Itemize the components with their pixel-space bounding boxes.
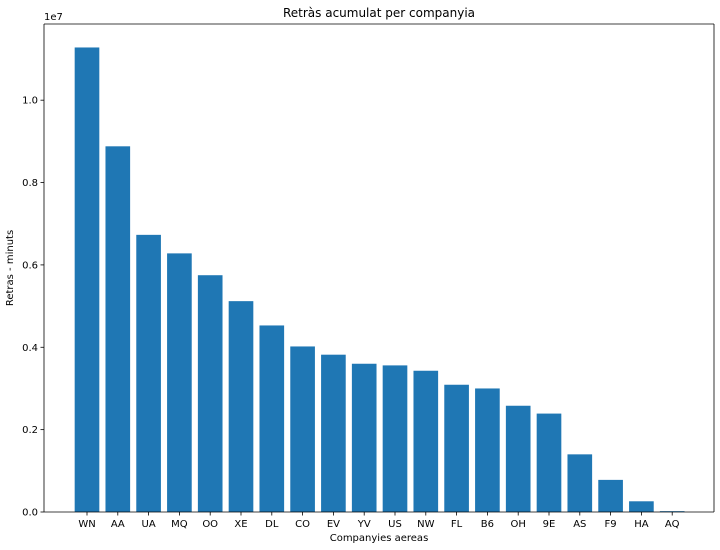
x-tick-label: HA xyxy=(634,519,649,530)
x-tick-label: OH xyxy=(511,519,526,530)
bar-B6 xyxy=(475,388,500,512)
x-tick-label: XE xyxy=(234,519,247,530)
y-axis-offset-label: 1e7 xyxy=(44,12,63,23)
bar-XE xyxy=(228,301,254,512)
bar-YV xyxy=(351,363,377,512)
x-tick-label: MQ xyxy=(171,519,188,530)
x-tick-label: DL xyxy=(265,519,279,530)
chart-title: Retràs acumulat per companyia xyxy=(283,6,475,20)
y-tick-label: 1.0 xyxy=(22,96,38,107)
x-tick-label: 9E xyxy=(543,519,556,530)
x-tick-label: F9 xyxy=(605,519,617,530)
y-tick-label: 0.0 xyxy=(22,508,38,519)
x-axis-label: Companyies aereas xyxy=(330,533,429,544)
bar-FL xyxy=(444,384,469,512)
x-tick-label: AS xyxy=(573,519,586,530)
x-tick-label: UA xyxy=(142,519,156,530)
bar-OO xyxy=(197,275,223,512)
x-tick-label: US xyxy=(388,519,402,530)
x-tick-label: NW xyxy=(417,519,434,530)
bar-US xyxy=(382,365,408,512)
x-tick-label: CO xyxy=(295,519,310,530)
bar-DL xyxy=(259,325,285,512)
bar-WN xyxy=(74,47,100,512)
x-tick-label: FL xyxy=(451,519,463,530)
bars xyxy=(74,47,685,512)
x-tick-label: WN xyxy=(78,519,95,530)
bar-EV xyxy=(321,354,346,512)
bar-9E xyxy=(536,413,562,512)
y-axis-label: Retras - minuts xyxy=(5,230,16,306)
bar-CO xyxy=(290,346,315,512)
x-tick-label: EV xyxy=(327,519,340,530)
x-tick-label: AA xyxy=(111,519,125,530)
bar-AS xyxy=(567,454,593,512)
bar-NW xyxy=(413,370,439,512)
bar-HA xyxy=(629,501,654,512)
x-axis-ticks: WN AA UA MQ OO XE DL CO EV YV US NW FL B6 OH 9E AS F9 HA AQ xyxy=(78,512,680,530)
bar-UA xyxy=(136,234,161,512)
y-tick-label: 0.4 xyxy=(22,343,38,354)
bar-AQ xyxy=(659,511,685,512)
y-tick-label: 0.8 xyxy=(22,178,38,189)
bar-AA xyxy=(105,146,131,512)
y-tick-label: 0.6 xyxy=(22,260,38,271)
bar-F9 xyxy=(598,479,623,512)
bar-MQ xyxy=(167,253,192,512)
y-tick-label: 0.2 xyxy=(22,425,38,436)
y-axis-ticks: 0.0 0.2 0.4 0.6 0.8 1.0 xyxy=(22,96,44,519)
x-tick-label: YV xyxy=(357,519,371,530)
x-tick-label: OO xyxy=(202,519,218,530)
x-tick-label: AQ xyxy=(665,519,680,530)
bar-OH xyxy=(505,405,531,512)
x-tick-label: B6 xyxy=(481,519,494,530)
